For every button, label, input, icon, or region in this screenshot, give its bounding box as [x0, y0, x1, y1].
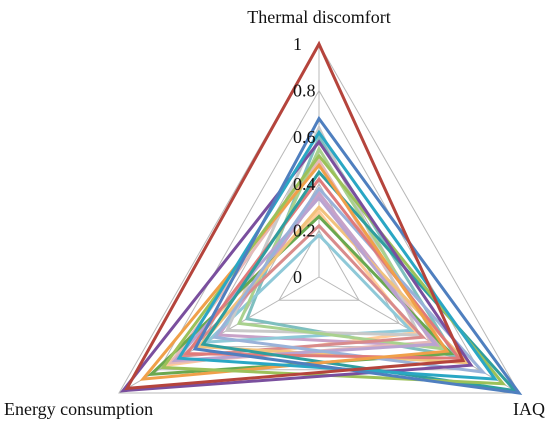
- tick-label-1: 1: [293, 34, 302, 54]
- series-1: [124, 40, 466, 391]
- series-9: [212, 186, 487, 375]
- tick-label-0-2: 0.2: [293, 220, 316, 240]
- grid-ring-1: [278, 229, 360, 301]
- series-16: [203, 232, 415, 344]
- series-4: [119, 139, 474, 393]
- axis-name-iaq: IAQ: [513, 399, 545, 419]
- series-2: [192, 115, 523, 395]
- series-14: [236, 145, 446, 351]
- series-7: [200, 169, 519, 393]
- grid-ring-5: [118, 42, 520, 394]
- tick-label-0: 0: [293, 267, 302, 287]
- axis-name-energy: Energy consumption: [4, 399, 153, 419]
- radar-series: [119, 40, 523, 395]
- series-13: [178, 223, 427, 358]
- tick-label-0-8: 0.8: [293, 81, 316, 101]
- tick-label-0-4: 0.4: [293, 174, 316, 194]
- tick-label-0-6: 0.6: [293, 127, 316, 147]
- radar-tick-labels: 0 0.2 0.4 0.6 0.8 1: [293, 34, 316, 287]
- axis-name-thermal: Thermal discomfort: [247, 7, 390, 27]
